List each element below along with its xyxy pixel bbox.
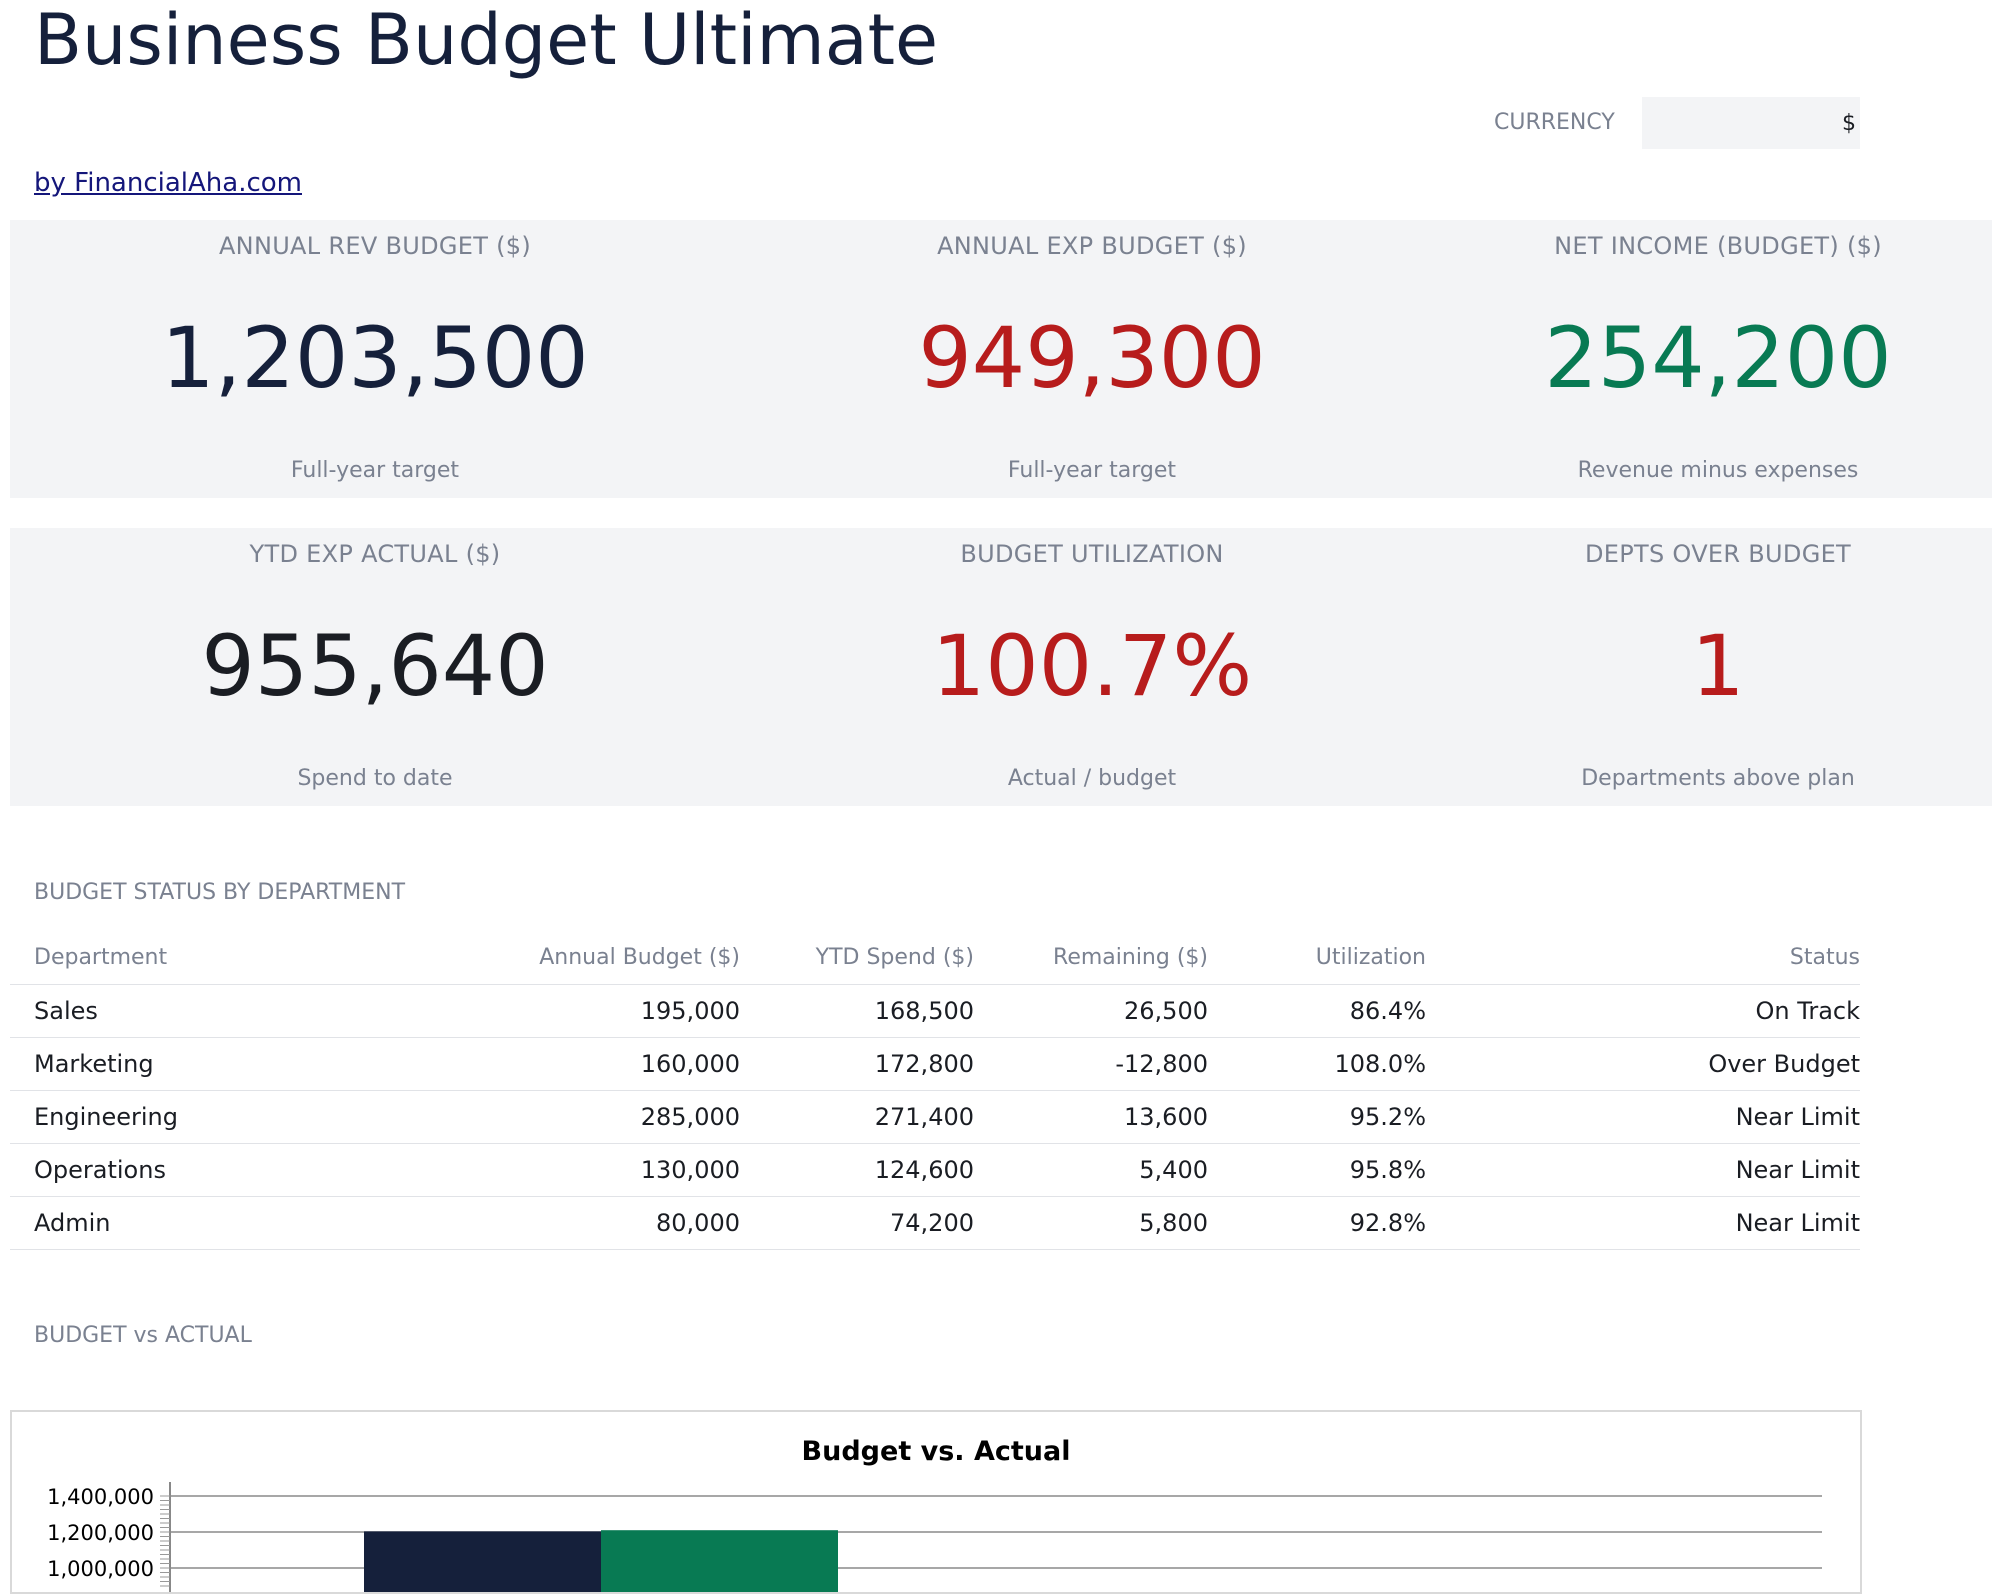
kpi-depts-over-budget: DEPTS OVER BUDGET 1 Departments above pl… [1366, 528, 2000, 806]
kpi-subtext: Actual / budget [1007, 766, 1177, 791]
table-row: Engineering 285,000 271,400 13,600 95.2%… [10, 1090, 1860, 1144]
kpi-net-income-budget: NET INCOME (BUDGET) ($) 254,200 Revenue … [1366, 220, 2000, 498]
budget-vs-actual-chart: Budget vs. Actual 1,400,000 1,200,000 1,00… [10, 1410, 1862, 1594]
dept-section-title: BUDGET STATUS BY DEPARTMENT [34, 880, 406, 905]
kpi-label: NET INCOME (BUDGET) ($) [1554, 232, 1882, 260]
kpi-label: YTD EXP ACTUAL ($) [249, 540, 501, 568]
kpi-annual-exp-budget: ANNUAL EXP BUDGET ($) 949,300 Full-year … [740, 220, 1444, 498]
currency-input[interactable] [1642, 97, 1860, 149]
kpi-budget-utilization: BUDGET UTILIZATION 100.7% Actual / budge… [740, 528, 1444, 806]
cell-annual-budget: 130,000 [400, 1143, 740, 1197]
cell-utilization: 92.8% [1208, 1196, 1426, 1250]
table-row: Marketing 160,000 172,800 -12,800 108.0%… [10, 1037, 1860, 1091]
byline-link[interactable]: by FinancialAha.com [34, 168, 302, 198]
cell-remaining: 5,400 [974, 1143, 1208, 1197]
cell-department: Admin [10, 1196, 400, 1250]
kpi-subtext: Full-year target [290, 458, 460, 483]
cell-ytd-spend: 172,800 [740, 1037, 974, 1091]
kpi-label: BUDGET UTILIZATION [960, 540, 1224, 568]
kpi-band-budget: ANNUAL REV BUDGET ($) 1,203,500 Full-yea… [10, 220, 1992, 498]
cell-department: Operations [10, 1143, 400, 1197]
kpi-value: 1 [1691, 617, 1745, 715]
cell-utilization: 95.2% [1208, 1090, 1426, 1144]
cell-annual-budget: 80,000 [400, 1196, 740, 1250]
y-tick-label: 1,000,000 [47, 1557, 154, 1581]
kpi-value: 955,640 [201, 617, 549, 715]
cell-annual-budget: 160,000 [400, 1037, 740, 1091]
currency-label: CURRENCY [1494, 110, 1615, 135]
kpi-band-actual: YTD EXP ACTUAL ($) 955,640 Spend to date… [10, 528, 1992, 806]
bar-series-1 [364, 1531, 601, 1592]
dept-status-table: Department Annual Budget ($) YTD Spend (… [10, 930, 1860, 1250]
cell-status: Near Limit [1426, 1196, 1860, 1250]
cell-ytd-spend: 271,400 [740, 1090, 974, 1144]
chart-section-title: BUDGET vs ACTUAL [34, 1323, 252, 1348]
kpi-label: ANNUAL REV BUDGET ($) [218, 232, 532, 260]
cell-status: Over Budget [1426, 1037, 1860, 1091]
cell-annual-budget: 285,000 [400, 1090, 740, 1144]
chart-plot-area: 1,400,000 1,200,000 1,000,000 [47, 1482, 1822, 1592]
kpi-subtext: Spend to date [297, 766, 453, 791]
cell-remaining: -12,800 [974, 1037, 1208, 1091]
kpi-annual-rev-budget: ANNUAL REV BUDGET ($) 1,203,500 Full-yea… [10, 220, 740, 498]
kpi-value: 254,200 [1544, 309, 1892, 407]
cell-annual-budget: 195,000 [400, 984, 740, 1038]
chart-title: Budget vs. Actual [801, 1436, 1071, 1467]
kpi-label: DEPTS OVER BUDGET [1584, 540, 1852, 568]
cell-utilization: 95.8% [1208, 1143, 1426, 1197]
column-header: Status [1426, 930, 1860, 985]
kpi-value: 949,300 [918, 309, 1266, 407]
kpi-ytd-exp-actual: YTD EXP ACTUAL ($) 955,640 Spend to date [10, 528, 740, 806]
cell-department: Sales [10, 984, 400, 1038]
cell-utilization: 86.4% [1208, 984, 1426, 1038]
cell-status: Near Limit [1426, 1090, 1860, 1144]
column-header: Annual Budget ($) [400, 930, 740, 985]
table-row: Operations 130,000 124,600 5,400 95.8% N… [10, 1143, 1860, 1197]
table-header-row: Department Annual Budget ($) YTD Spend (… [10, 930, 1860, 985]
cell-department: Marketing [10, 1037, 400, 1091]
cell-remaining: 26,500 [974, 984, 1208, 1038]
y-tick-label: 1,200,000 [47, 1521, 154, 1545]
table-row: Admin 80,000 74,200 5,800 92.8% Near Lim… [10, 1196, 1860, 1250]
page-title: Business Budget Ultimate [34, 0, 939, 81]
kpi-value: 1,203,500 [161, 309, 589, 407]
kpi-value: 100.7% [931, 617, 1253, 715]
y-tick-label: 1,400,000 [47, 1485, 154, 1509]
cell-ytd-spend: 168,500 [740, 984, 974, 1038]
cell-status: Near Limit [1426, 1143, 1860, 1197]
bar-series-2 [601, 1530, 838, 1592]
cell-status: On Track [1426, 984, 1860, 1038]
kpi-subtext: Full-year target [1007, 458, 1177, 483]
cell-utilization: 108.0% [1208, 1037, 1426, 1091]
kpi-subtext: Revenue minus expenses [1577, 458, 1859, 483]
column-header: Department [10, 930, 400, 985]
cell-ytd-spend: 74,200 [740, 1196, 974, 1250]
cell-department: Engineering [10, 1090, 400, 1144]
column-header: Utilization [1208, 930, 1426, 985]
table-row: Sales 195,000 168,500 26,500 86.4% On Tr… [10, 984, 1860, 1038]
kpi-label: ANNUAL EXP BUDGET ($) [937, 232, 1247, 260]
cell-remaining: 13,600 [974, 1090, 1208, 1144]
cell-remaining: 5,800 [974, 1196, 1208, 1250]
column-header: Remaining ($) [974, 930, 1208, 985]
column-header: YTD Spend ($) [740, 930, 974, 985]
cell-ytd-spend: 124,600 [740, 1143, 974, 1197]
kpi-subtext: Departments above plan [1581, 766, 1855, 791]
